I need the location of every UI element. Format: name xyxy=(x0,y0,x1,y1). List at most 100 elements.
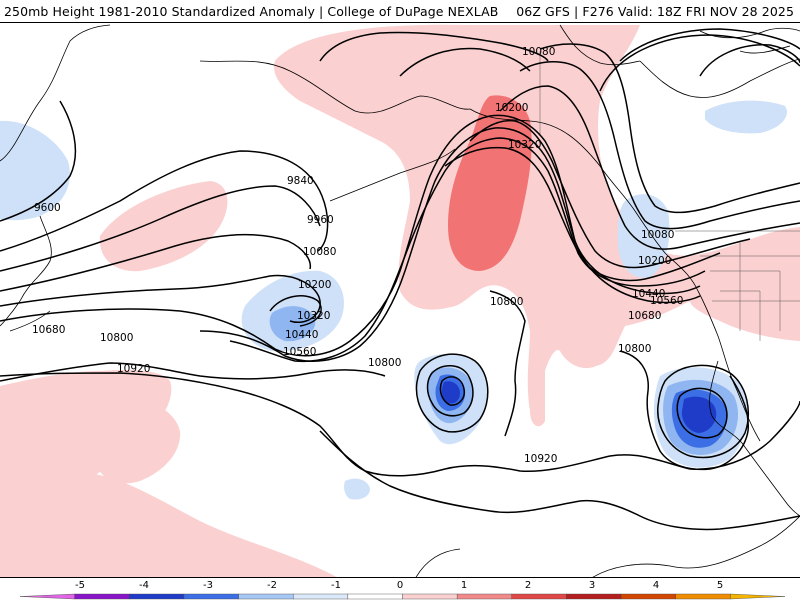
label-10440-west: 10440 xyxy=(285,329,318,341)
label-10560-east: 10560 xyxy=(650,295,683,307)
coast-alaska-south xyxy=(469,108,636,212)
colorbar-tick-label: -2 xyxy=(267,580,277,591)
label-10200-west: 10200 xyxy=(298,279,331,291)
coast-asia-east xyxy=(0,24,111,162)
colorbar-swatch xyxy=(620,593,676,600)
neg-anomaly-canada-coast xyxy=(617,194,670,278)
coast-bottom-right xyxy=(592,515,800,577)
contour-hudson-low-2 xyxy=(599,34,800,92)
coast-hudson xyxy=(639,58,800,98)
label-10200-north: 10200 xyxy=(495,102,528,114)
neg-anomaly-north-pacific-mid xyxy=(269,306,316,342)
contour-hawaii-mid xyxy=(426,365,474,417)
colorbar-svg: -5 -4 -3 -2 -1 0 1 2 3 4 5 xyxy=(19,580,786,600)
pos-anomaly-lower-left-blob xyxy=(95,400,181,484)
contour-10800-right xyxy=(489,290,526,437)
label-10320-north: 10320 xyxy=(508,139,541,151)
contour-10200-main xyxy=(469,119,751,269)
colorbar-tick-label: 1 xyxy=(461,580,467,591)
coast-kamchatka xyxy=(0,215,52,327)
label-10320-west: 10320 xyxy=(297,310,330,322)
label-10560-west: 10560 xyxy=(283,346,316,358)
title-bar: 250mb Height 1981-2010 Standardized Anom… xyxy=(0,0,800,22)
colorbar-swatch xyxy=(74,593,130,600)
contour-9960 xyxy=(0,185,321,272)
label-10920-west: 10920 xyxy=(117,363,150,375)
coast-bottom-central xyxy=(415,548,461,577)
colorbar-tick-label: -3 xyxy=(203,580,213,591)
contour-hawaii-outer xyxy=(415,353,489,433)
colorbar-swatch xyxy=(293,593,349,600)
label-10680-west: 10680 xyxy=(32,324,65,336)
contour-9840 xyxy=(0,150,329,252)
contour-10080-main xyxy=(499,85,800,250)
colorbar-swatch xyxy=(19,593,75,600)
label-10920-south: 10920 xyxy=(524,453,557,465)
label-10800-center: 10800 xyxy=(368,357,401,369)
colorbar-tick-label: 4 xyxy=(653,580,659,591)
map-svg: 9600 9840 9960 10080 10200 10320 10440 1… xyxy=(0,24,800,577)
contour-9960-main xyxy=(519,61,800,230)
pos-anomaly-bottom-left xyxy=(0,472,337,577)
colorbar-swatch xyxy=(511,593,567,600)
pos-anomaly-gulf-alaska xyxy=(274,24,800,427)
map-title: 250mb Height 1981-2010 Standardized Anom… xyxy=(4,4,499,19)
neg-anomaly-hawaii-inner xyxy=(441,381,460,404)
label-9840: 9840 xyxy=(287,175,314,187)
contour-baja-inner xyxy=(676,387,728,439)
anomaly-map: 9600 9840 9960 10080 10200 10320 10440 1… xyxy=(0,22,800,578)
coast-mexico xyxy=(741,442,800,517)
colorbar-tick-label: 2 xyxy=(525,580,531,591)
colorbar-tick-label: 0 xyxy=(397,580,403,591)
contour-hudson-low-3 xyxy=(699,44,800,77)
contour-10440 xyxy=(229,137,706,363)
colorbar-swatches xyxy=(19,593,786,600)
contour-10920 xyxy=(0,372,800,477)
anomaly-colorbar: -5 -4 -3 -2 -1 0 1 2 3 4 5 xyxy=(0,578,800,600)
colorbar-swatch xyxy=(402,593,458,600)
colorbar-swatch xyxy=(129,593,185,600)
pos-anomaly-west-pacific xyxy=(99,181,228,272)
neg-anomaly-far-west xyxy=(0,120,70,221)
colorbar-swatch xyxy=(456,593,512,600)
height-contours xyxy=(0,28,800,531)
label-10800-east: 10800 xyxy=(618,343,651,355)
contour-9600 xyxy=(0,100,77,222)
neg-anomaly-small-south xyxy=(344,478,370,500)
political-borders xyxy=(539,51,800,341)
neg-anomaly-hudson xyxy=(705,100,788,134)
label-10800-west: 10800 xyxy=(100,332,133,344)
coast-us-west xyxy=(697,290,761,442)
colorbar-tick-label: 3 xyxy=(589,580,595,591)
label-9600: 9600 xyxy=(34,202,61,214)
colorbar-tick-label: -5 xyxy=(75,580,85,591)
contour-10320-main xyxy=(444,146,721,282)
label-10080-north: 10080 xyxy=(522,46,555,58)
colorbar-tick-label: -4 xyxy=(139,580,149,591)
colorbar-swatch xyxy=(730,593,786,600)
positive-anomaly-shading xyxy=(0,24,800,577)
label-10440-east: 10440 xyxy=(632,288,665,300)
model-valid-time: 06Z GFS | F276 Valid: 18Z FRI NOV 28 202… xyxy=(516,4,794,19)
label-10200-east: 10200 xyxy=(638,255,671,267)
label-10080-east: 10080 xyxy=(641,229,674,241)
colorbar-swatch xyxy=(566,593,622,600)
contour-south-line xyxy=(319,430,800,531)
colorbar-swatch xyxy=(347,593,403,600)
contour-10560 xyxy=(199,127,701,362)
label-10680-east: 10680 xyxy=(628,310,661,322)
colorbar-labels: -5 -4 -3 -2 -1 0 1 2 3 4 5 xyxy=(75,580,723,591)
label-9960: 9960 xyxy=(307,214,334,226)
colorbar-tick-label: 5 xyxy=(717,580,723,591)
contour-baja-outer xyxy=(657,364,749,459)
negative-anomaly-shading xyxy=(0,100,788,500)
contour-hudson-low-1 xyxy=(619,28,800,62)
coast-greenland xyxy=(739,45,791,54)
contour-labels: 9600 9840 9960 10080 10200 10320 10440 1… xyxy=(32,46,683,465)
coast-baja xyxy=(709,360,743,444)
label-10800-ridge: 10800 xyxy=(490,296,523,308)
contour-10320-west xyxy=(269,295,322,327)
contour-north-outer xyxy=(319,31,549,62)
colorbar-swatch xyxy=(675,593,731,600)
contour-10080-west xyxy=(0,233,312,292)
